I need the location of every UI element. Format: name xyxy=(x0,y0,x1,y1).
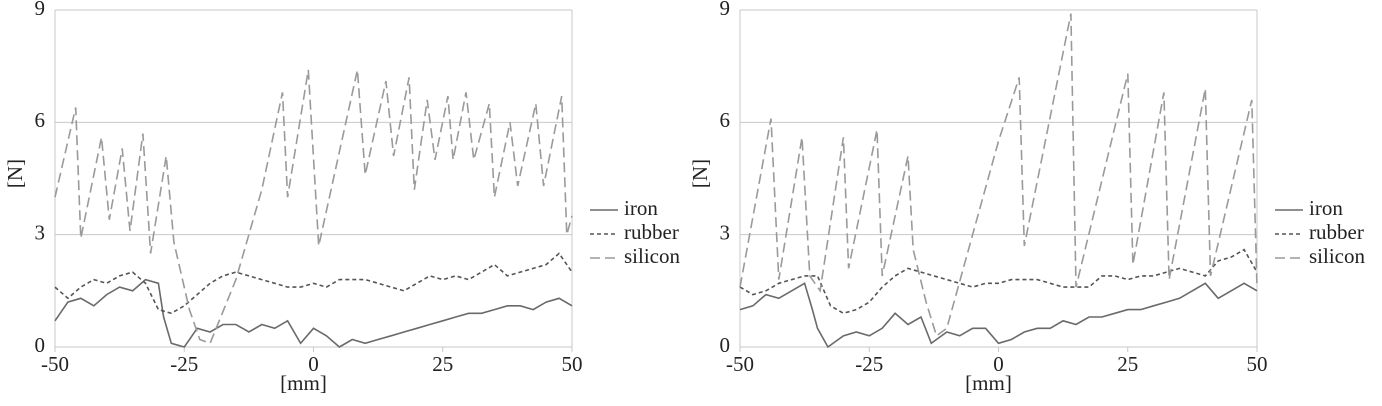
x-tick-label: -25 xyxy=(855,352,883,376)
series-line xyxy=(739,13,1258,338)
y-tick-label: 0 xyxy=(35,333,46,357)
y-axis-label: [N] xyxy=(3,159,27,188)
legend-label: iron xyxy=(624,196,658,220)
y-tick-label: 0 xyxy=(720,333,731,357)
legend-label: rubber xyxy=(1309,220,1364,244)
x-tick-label: -25 xyxy=(170,352,198,376)
series-line xyxy=(54,278,573,348)
series-line xyxy=(739,282,1258,349)
x-tick-label: -50 xyxy=(726,352,754,376)
legend-label: rubber xyxy=(624,220,679,244)
y-tick-label: 6 xyxy=(35,108,46,132)
x-tick-label: 0 xyxy=(993,352,1004,376)
x-axis-label: [mm] xyxy=(965,371,1012,395)
x-tick-label: 50 xyxy=(562,352,583,376)
series-line xyxy=(54,252,573,315)
series-line xyxy=(739,248,1258,315)
series-line xyxy=(54,69,573,345)
legend-label: silicon xyxy=(1309,244,1365,268)
y-tick-label: 9 xyxy=(720,0,731,20)
y-tick-label: 3 xyxy=(35,220,46,244)
x-axis-label: [mm] xyxy=(280,371,327,395)
y-tick-label: 6 xyxy=(720,108,731,132)
x-tick-label: -50 xyxy=(41,352,69,376)
x-tick-label: 25 xyxy=(1117,352,1138,376)
y-tick-label: 9 xyxy=(35,0,46,20)
legend-label: iron xyxy=(1309,196,1343,220)
y-tick-label: 3 xyxy=(720,220,731,244)
x-tick-label: 50 xyxy=(1247,352,1268,376)
y-axis-label: [N] xyxy=(688,159,712,188)
x-tick-label: 25 xyxy=(432,352,453,376)
x-tick-label: 0 xyxy=(308,352,319,376)
legend-label: silicon xyxy=(624,244,680,268)
